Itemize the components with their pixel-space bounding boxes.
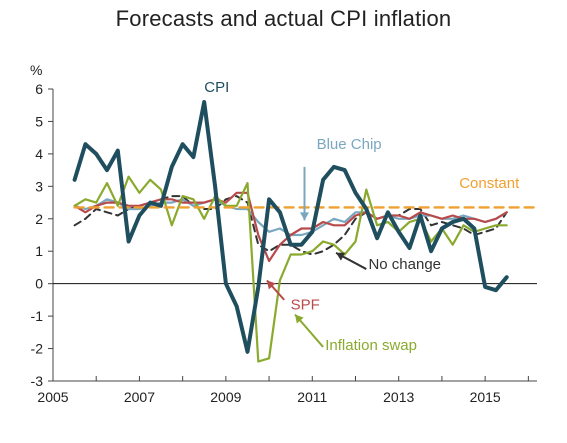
y-tick-label: 2 bbox=[35, 211, 43, 227]
x-tick-label: 2011 bbox=[297, 389, 327, 405]
annotation-blue-chip: Blue Chip bbox=[317, 136, 382, 153]
y-tick-label: 5 bbox=[35, 113, 43, 129]
series-line-spf bbox=[73, 191, 508, 263]
x-tick-label: 2015 bbox=[470, 389, 501, 405]
y-tick-label: -2 bbox=[31, 341, 44, 357]
y-tick-label: -3 bbox=[31, 373, 44, 389]
x-tick-label: 2005 bbox=[37, 389, 68, 405]
annotation-no-change: No change bbox=[368, 256, 441, 273]
series-line-cpi bbox=[72, 100, 509, 354]
annotation-constant: Constant bbox=[459, 175, 520, 192]
y-tick-label: 0 bbox=[35, 276, 43, 292]
series-line-inflation-swap bbox=[73, 175, 508, 363]
y-tick-label: 1 bbox=[35, 243, 43, 259]
x-tick-label: 2007 bbox=[124, 389, 155, 405]
x-tick-label: 2013 bbox=[383, 389, 414, 405]
annotation-arrow-blue-chip-head bbox=[300, 212, 310, 221]
series-layer bbox=[72, 100, 539, 363]
y-tick-label: 4 bbox=[35, 146, 43, 162]
x-axis: 2005 2007 2009 2011 2013 2015 bbox=[37, 283, 537, 405]
annotation-inflation-swap: Inflation swap bbox=[325, 337, 417, 354]
annotation-spf: SPF bbox=[291, 297, 320, 314]
y-tick-label: 6 bbox=[35, 81, 43, 97]
annotation-layer: CPI Blue Chip Constant No change SPF Inflatio… bbox=[204, 79, 520, 354]
annotation-arrow-inflation-swap-head bbox=[295, 314, 304, 324]
annotation-arrow-spf-head bbox=[266, 280, 276, 290]
annotation-cpi: CPI bbox=[204, 79, 229, 96]
series-line-no-change bbox=[73, 195, 508, 256]
y-axis-unit-label: % bbox=[30, 62, 42, 78]
y-axis: -3 -2 -1 0 1 2 3 4 5 6 bbox=[31, 81, 54, 389]
chart-title: Forecasts and actual CPI inflation bbox=[115, 6, 452, 31]
x-tick-label: 2009 bbox=[210, 389, 241, 405]
annotation-arrow-no-change-head bbox=[336, 252, 346, 261]
y-tick-label: -1 bbox=[31, 308, 44, 324]
y-tick-label: 3 bbox=[35, 178, 43, 194]
